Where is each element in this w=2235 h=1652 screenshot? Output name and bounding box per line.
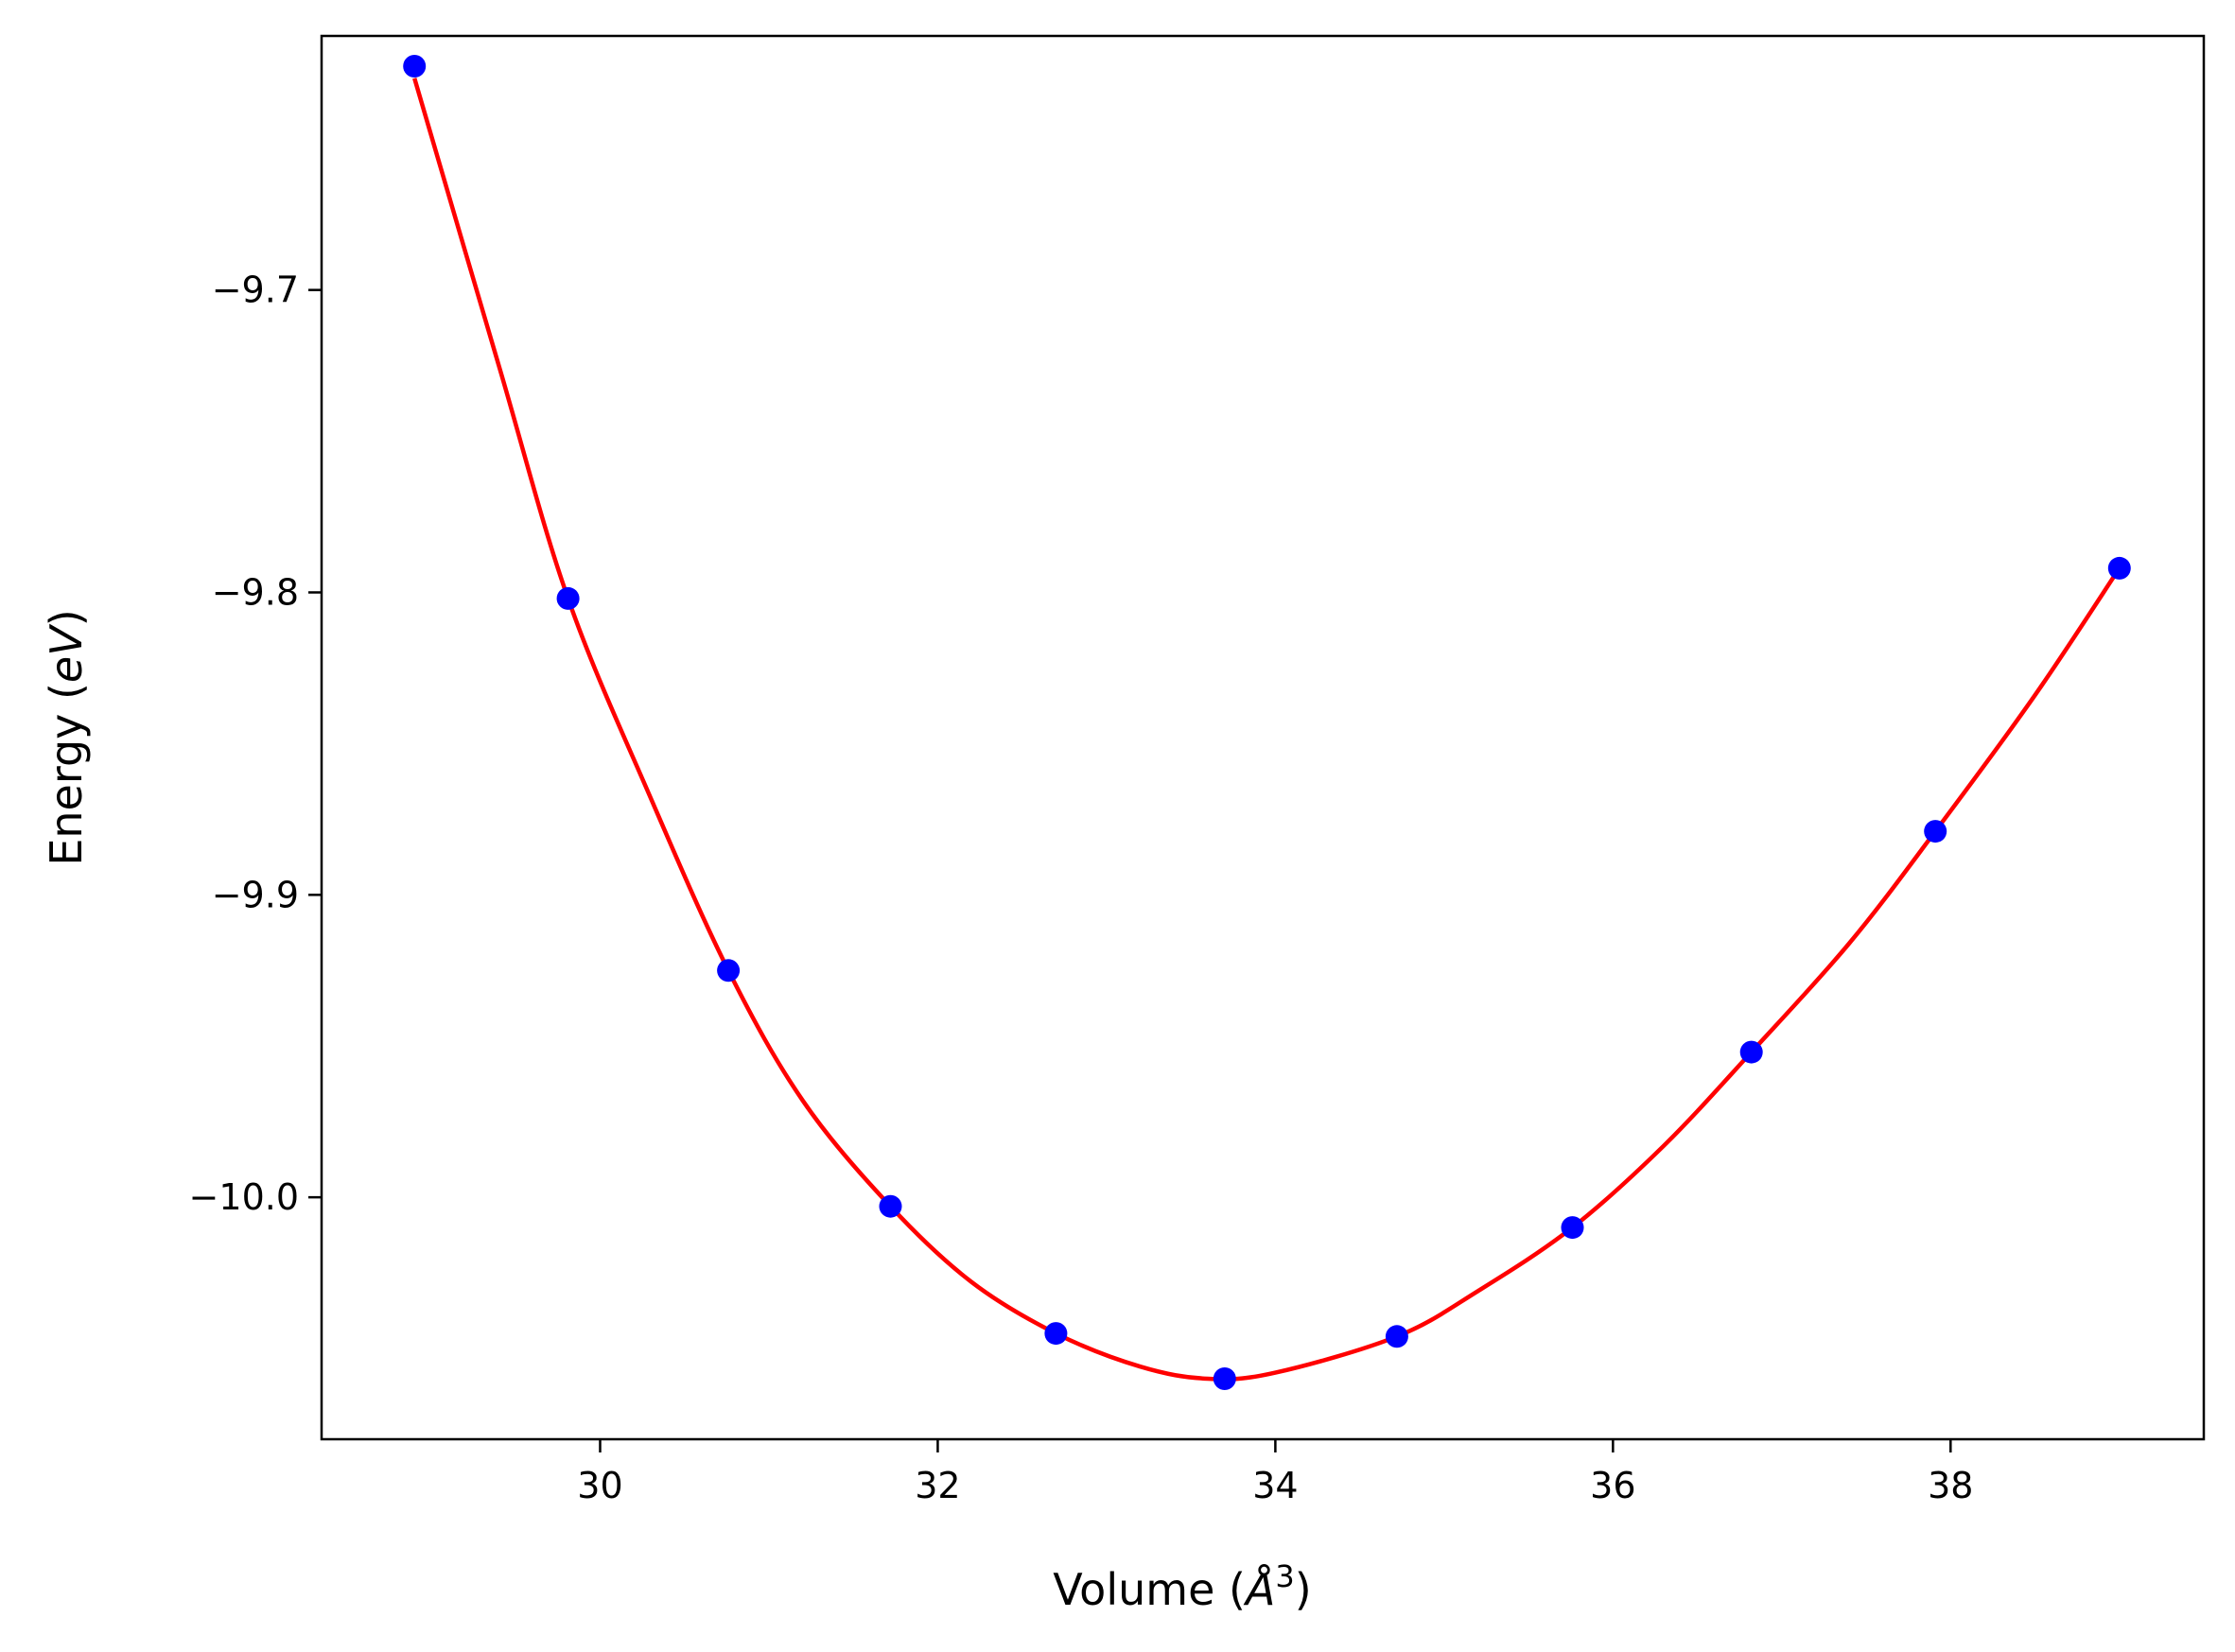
data-point: [403, 55, 427, 78]
plot-area: [322, 36, 2204, 1439]
x-tick-label: 38: [1928, 1465, 1973, 1506]
y-axis-label: Energy (eV): [41, 609, 92, 865]
data-point: [2107, 556, 2131, 580]
y-tick-label: −9.7: [212, 270, 299, 311]
data-point: [1044, 1322, 1068, 1346]
x-axis-ticks: 30 32 34 36 38: [577, 1439, 1973, 1506]
y-tick-label: −10.0: [189, 1176, 299, 1218]
plot-frame: [320, 34, 2206, 1441]
data-point: [1924, 820, 1947, 843]
data-points-layer: [403, 55, 2131, 1390]
x-axis-label: Volume (Å3): [1053, 1558, 1311, 1615]
x-tick-label: 36: [1590, 1465, 1635, 1506]
fit-curve-layer: [412, 78, 2122, 1382]
data-point: [1213, 1367, 1236, 1390]
data-point: [879, 1194, 902, 1218]
y-tick-label: −9.8: [212, 571, 299, 613]
data-point: [556, 586, 580, 610]
data-point: [1561, 1216, 1584, 1240]
data-point: [717, 959, 741, 983]
x-tick-label: 34: [1252, 1465, 1298, 1506]
y-axis-ticks: −9.7 −9.8 −9.9 −10.0: [189, 270, 322, 1218]
data-point: [1739, 1040, 1763, 1064]
y-tick-label: −9.9: [212, 874, 299, 915]
x-tick-label: 32: [915, 1465, 960, 1506]
data-point: [1385, 1325, 1408, 1348]
fit-curve-line: [412, 78, 2122, 1382]
x-tick-label: 30: [577, 1465, 622, 1506]
